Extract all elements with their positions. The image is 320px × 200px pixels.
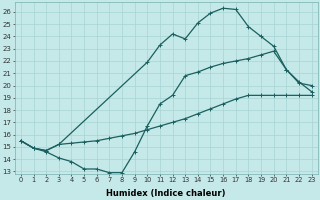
X-axis label: Humidex (Indice chaleur): Humidex (Indice chaleur) bbox=[107, 189, 226, 198]
